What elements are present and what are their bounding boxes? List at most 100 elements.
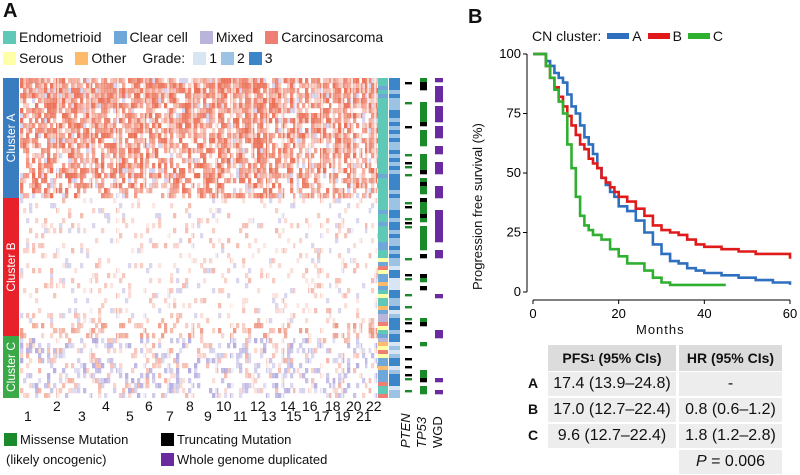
- heatmap-cell: [47, 383, 51, 389]
- heatmap-cell: [164, 393, 168, 398]
- heatmap-cell: [176, 128, 180, 134]
- heatmap-cell: [371, 363, 375, 369]
- heatmap-cell: [362, 103, 366, 109]
- heatmap-cell: [71, 178, 75, 184]
- heatmap-cell: [212, 103, 216, 109]
- heatmap-cell: [29, 203, 33, 209]
- heatmap-cell: [41, 88, 45, 94]
- heatmap-cell: [344, 83, 348, 89]
- heatmap-cell: [371, 323, 375, 329]
- heatmap-cell: [155, 83, 159, 89]
- heatmap-cell: [80, 338, 84, 344]
- heatmap-cell: [134, 188, 138, 194]
- grade-cell: [389, 350, 400, 355]
- heatmap-cell: [290, 288, 294, 294]
- heatmap-cell: [122, 273, 126, 279]
- heatmap-cell: [38, 243, 42, 249]
- heatmap-cell: [89, 88, 93, 94]
- heatmap-cell: [59, 153, 63, 159]
- histology-cell: [378, 102, 388, 107]
- heatmap-cell: [305, 93, 309, 99]
- heatmap-cell: [176, 378, 180, 384]
- heatmap-cell: [218, 138, 222, 144]
- heatmap-cell: [290, 93, 294, 99]
- heatmap-cell: [347, 188, 351, 194]
- heatmap-cell: [188, 118, 192, 124]
- heatmap-cell: [89, 183, 93, 189]
- heatmap-cell: [224, 123, 228, 129]
- heatmap-cell: [173, 103, 177, 109]
- heatmap-cell: [200, 313, 204, 319]
- heatmap-cell: [47, 228, 51, 234]
- heatmap-cell: [215, 353, 219, 359]
- heatmap-cell: [101, 93, 105, 99]
- heatmap-cell: [74, 83, 78, 89]
- heatmap-cell: [365, 228, 369, 234]
- heatmap-cell: [365, 263, 369, 269]
- heatmap-cell: [284, 123, 288, 129]
- heatmap-cell: [176, 183, 180, 189]
- heatmap-cell: [326, 133, 330, 139]
- legend-label-other: Other: [91, 50, 127, 66]
- heatmap-cell: [278, 78, 282, 84]
- heatmap-cell: [290, 313, 294, 319]
- heatmap-cell: [257, 133, 261, 139]
- heatmap-cell: [218, 118, 222, 124]
- tp53-mutation: [420, 386, 427, 391]
- heatmap-cell: [35, 153, 39, 159]
- heatmap-cell: [53, 118, 57, 124]
- heatmap-cell: [281, 143, 285, 149]
- heatmap-cell: [227, 133, 231, 139]
- heatmap-cell: [35, 108, 39, 114]
- heatmap-cell: [158, 338, 162, 344]
- histology-cell: [378, 298, 388, 303]
- heatmap-cell: [242, 168, 246, 174]
- heatmap-cell: [356, 78, 360, 84]
- heatmap-cell: [152, 108, 156, 114]
- heatmap-cell: [26, 238, 30, 244]
- heatmap-cell: [176, 383, 180, 389]
- heatmap-cell: [341, 193, 345, 199]
- heatmap-cell: [245, 168, 249, 174]
- heatmap-cell: [281, 348, 285, 354]
- heatmap-cell: [119, 148, 123, 154]
- heatmap-cell: [194, 88, 198, 94]
- heatmap-cell: [143, 158, 147, 164]
- heatmap-cell: [41, 98, 45, 104]
- heatmap-cell: [242, 258, 246, 264]
- heatmap-cell: [140, 183, 144, 189]
- heatmap-cell: [68, 228, 72, 234]
- heatmap-cell: [335, 133, 339, 139]
- tp53-mutation: [420, 238, 427, 243]
- heatmap-cell: [26, 113, 30, 119]
- heatmap-cell: [146, 123, 150, 129]
- heatmap-cell: [38, 113, 42, 119]
- heatmap-cell: [134, 93, 138, 99]
- heatmap-cell: [341, 268, 345, 274]
- heatmap-cell: [305, 193, 309, 199]
- heatmap-cell: [47, 103, 51, 109]
- heatmap-cell: [47, 98, 51, 104]
- heatmap-cell: [314, 98, 318, 104]
- heatmap-cell: [38, 153, 42, 159]
- heatmap-cell: [20, 328, 24, 334]
- heatmap-cell: [224, 368, 228, 374]
- grade-cell: [389, 354, 400, 359]
- heatmap-cell: [62, 278, 66, 284]
- heatmap-cell: [77, 188, 81, 194]
- heatmap-cell: [290, 108, 294, 114]
- heatmap-cell: [149, 108, 153, 114]
- heatmap-cell: [50, 158, 54, 164]
- heatmap-cell: [188, 88, 192, 94]
- heatmap-cell: [284, 328, 288, 334]
- heatmap-cell: [71, 328, 75, 334]
- heatmap-cell: [239, 193, 243, 199]
- heatmap-cell: [125, 188, 129, 194]
- heatmap-cell: [101, 363, 105, 369]
- heatmap-cell: [92, 98, 96, 104]
- heatmap-cell: [221, 98, 225, 104]
- heatmap-cell: [281, 108, 285, 114]
- heatmap-cell: [71, 343, 75, 349]
- heatmap-cell: [341, 108, 345, 114]
- heatmap-cell: [344, 168, 348, 174]
